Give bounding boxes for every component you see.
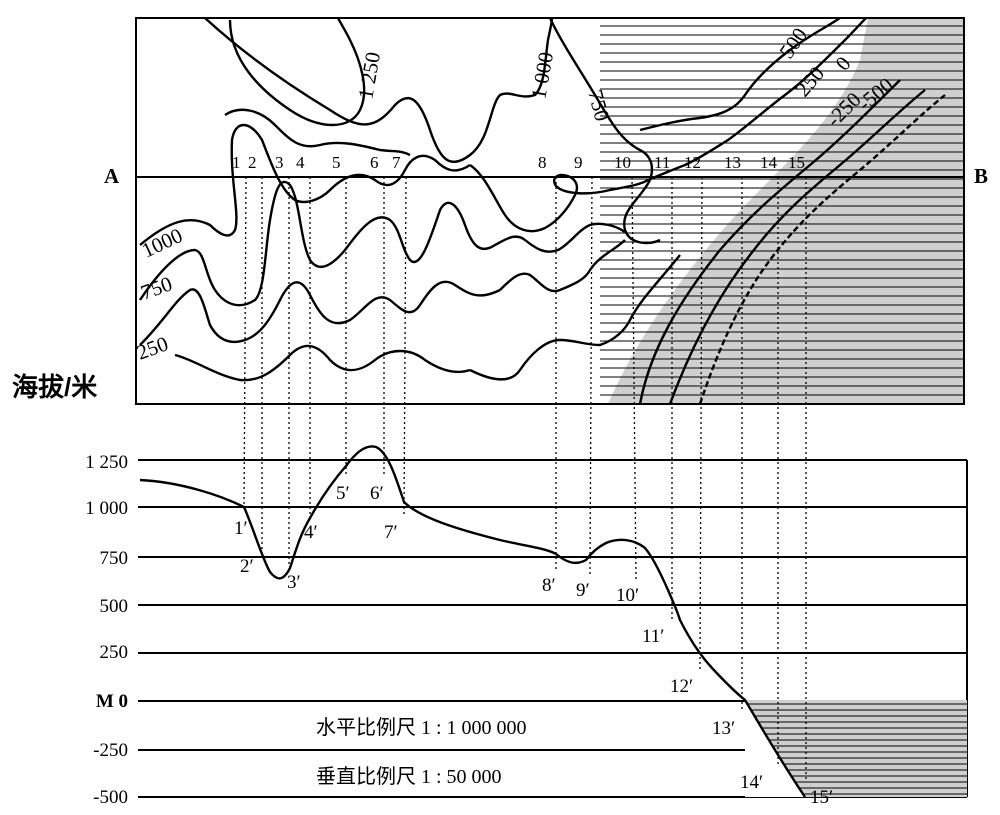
map-point-label: 6: [370, 153, 379, 172]
guide-line: [403, 176, 407, 517]
contour-line: [469, 254, 681, 381]
contour-line: [204, 18, 554, 164]
contour-label-750-top: 750: [583, 87, 614, 124]
contour-line: [228, 18, 366, 127]
label-a: A: [104, 164, 120, 188]
contour-line: [639, 18, 841, 132]
contour-label-250-left: 250: [134, 331, 172, 364]
profile-point-label: 5′: [336, 483, 350, 504]
contour-line: [638, 79, 901, 404]
profile-point-label: 8′: [542, 575, 556, 596]
tick-label: 750: [100, 548, 129, 569]
profile-point-label: 13′: [712, 718, 735, 739]
sea-area: [608, 18, 964, 404]
profile-point-label: 14′: [740, 772, 763, 793]
contour-map: [139, 18, 964, 404]
map-point-label: 8: [538, 153, 547, 172]
contour-line: [469, 164, 649, 233]
guide-line: [243, 176, 247, 513]
guide-line: [589, 176, 593, 575]
tick-label: 1 250: [85, 452, 128, 473]
y-axis-title: 海拔/米: [12, 372, 97, 402]
profile-point-label: 12′: [670, 676, 693, 697]
label-b: B: [974, 164, 988, 188]
contour-label-1000-top: 1 000: [526, 50, 558, 101]
profile-point-label: 3′: [287, 572, 301, 593]
contour-line: [668, 89, 926, 404]
map-point-label: 14: [760, 153, 778, 172]
profile-curve: [139, 445, 806, 798]
profile-point-label: 2′: [240, 556, 254, 577]
contour-line: [494, 222, 626, 253]
tick-label-sea-level: M 0: [96, 691, 128, 712]
map-point-label: 12: [684, 153, 701, 172]
horizontal-scale: 水平比例尺 1 : 1 000 000: [316, 716, 527, 739]
profile-point-label: 4′: [304, 522, 318, 543]
contour-label-750-left: 750: [138, 271, 176, 304]
profile-point-label: 11′: [642, 626, 664, 647]
tick-label: -500: [93, 787, 128, 808]
profile-point-label: 9′: [576, 580, 590, 601]
map-point-label: 4: [296, 153, 305, 172]
contour-line: [139, 180, 496, 307]
map-point-labels: 1 2 3 4 5 6 7 8 9 10 11 12 13 14 15: [232, 153, 805, 172]
vertical-scale: 垂直比例尺 1 : 50 000: [316, 765, 502, 788]
profile-point-labels: 1′ 2′ 3′ 4′ 5′ 6′7′ 8′ 9′ 10′11′ 12′ 13′ 14′ 15′: [234, 483, 833, 808]
profile-point-label: 6′: [370, 483, 384, 504]
contour-line: [548, 18, 661, 245]
tick-label: -250: [93, 740, 128, 761]
contour-line: [139, 280, 501, 346]
profile-grid: [138, 459, 968, 798]
contour-line: [698, 94, 946, 404]
map-point-label: 15: [788, 153, 805, 172]
profile-point-label: 10′: [616, 585, 639, 606]
profile-point-label: 7′: [384, 522, 398, 543]
map-point-label: 13: [724, 153, 741, 172]
map-frame: [135, 17, 965, 405]
guide-lines: [243, 176, 807, 781]
guide-line: [699, 176, 703, 671]
map-point-label: 9: [574, 153, 583, 172]
tick-label: 250: [100, 642, 129, 663]
map-point-label: 11: [654, 153, 670, 172]
profile-point-label: 1′: [234, 518, 248, 539]
map-point-label: 1: [232, 153, 241, 172]
contour-label-250-right: 250: [790, 62, 829, 102]
contour-line: [224, 108, 411, 157]
map-point-label: 10: [614, 153, 631, 172]
guide-line: [631, 176, 637, 580]
contour-line: [139, 123, 471, 246]
tick-label: 500: [100, 596, 129, 617]
contour-line: [499, 239, 626, 293]
map-point-label: 5: [332, 153, 341, 172]
map-point-label: 3: [275, 153, 284, 172]
contour-label-0-right: 0: [830, 52, 855, 75]
profile-point-label: 15′: [810, 787, 833, 808]
contour-line: [647, 18, 867, 182]
tick-label: 1 000: [85, 498, 128, 519]
y-tick-labels: 1 250 1 000 750 500 250 M 0 -250 -500: [85, 452, 128, 808]
map-point-label: 7: [392, 153, 401, 172]
map-point-label: 2: [248, 153, 257, 172]
contour-line: [174, 344, 471, 382]
